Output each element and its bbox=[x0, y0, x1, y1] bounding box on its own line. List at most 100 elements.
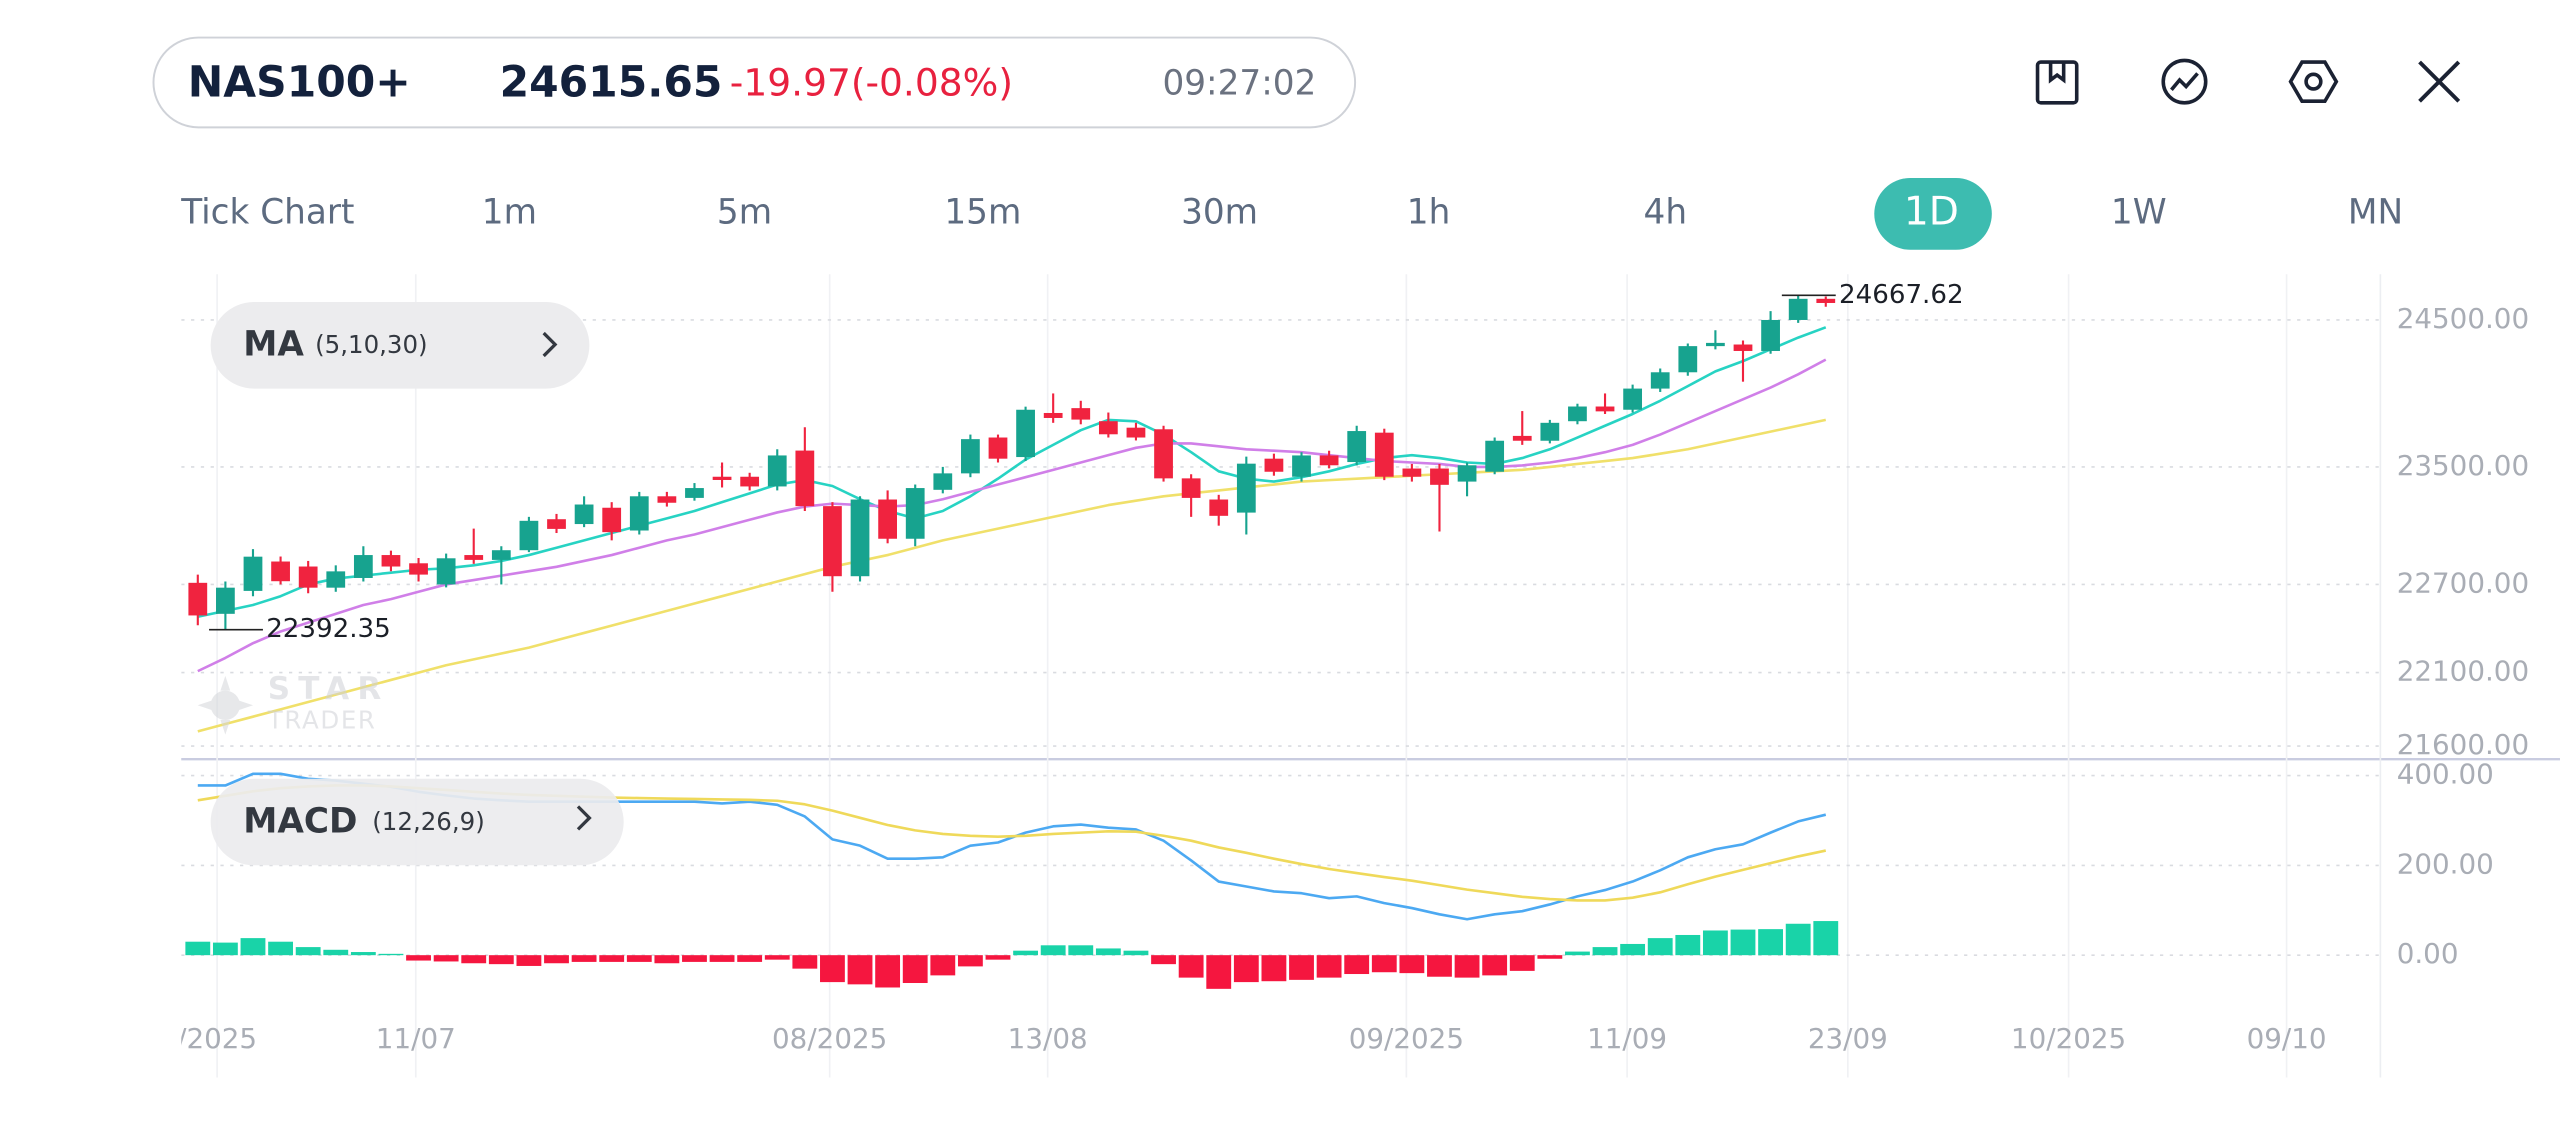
timeframe-label[interactable]: 1W bbox=[2111, 192, 2167, 232]
ma-indicator[interactable]: MA (5,10,30) bbox=[210, 302, 590, 389]
histogram-bar bbox=[544, 955, 569, 964]
candle-body bbox=[1347, 431, 1367, 463]
candle-body bbox=[850, 499, 870, 577]
timeframe-active-pill[interactable] bbox=[1874, 177, 1992, 250]
histogram-bar bbox=[1537, 955, 1563, 959]
indicator-pill[interactable] bbox=[210, 302, 590, 389]
candle-body bbox=[1236, 463, 1256, 513]
price-plot: 24500.00 23500.00 22700.00 22100.00 21600.00… bbox=[181, 280, 2529, 759]
histogram-bar bbox=[1427, 955, 1452, 977]
histogram-bar bbox=[516, 955, 542, 966]
candle-body bbox=[1043, 412, 1063, 418]
macd-indicator[interactable]: MACD (12,26,9) bbox=[210, 778, 624, 866]
histogram-bar bbox=[654, 955, 680, 964]
x-tick-label: 09/10 bbox=[2247, 1022, 2327, 1055]
candle-body bbox=[961, 439, 980, 474]
histogram-bar bbox=[433, 955, 459, 962]
candle-body bbox=[1623, 388, 1643, 410]
histogram-bar bbox=[1206, 955, 1232, 989]
histogram-bar bbox=[930, 955, 956, 976]
timeframe-button[interactable]: 1h bbox=[1407, 192, 1451, 232]
price-change: -19.97(-0.08%) bbox=[730, 60, 1013, 104]
x-tick-label: /2025 bbox=[177, 1022, 257, 1055]
close-icon[interactable] bbox=[2418, 60, 2461, 103]
timeframe-label[interactable]: 30m bbox=[1181, 192, 1258, 232]
histogram-bar bbox=[1813, 921, 1839, 956]
timeframe-label[interactable]: 5m bbox=[717, 192, 772, 232]
price: 24615.65 bbox=[500, 58, 723, 107]
histogram-bar bbox=[1344, 955, 1370, 975]
x-tick-label: 13/08 bbox=[1008, 1022, 1088, 1055]
candle-body bbox=[1457, 465, 1477, 482]
candle-body bbox=[1678, 346, 1698, 373]
candle-body bbox=[326, 571, 346, 588]
timeframe-button[interactable]: 1m bbox=[482, 192, 537, 232]
x-tick-label: 23/09 bbox=[1808, 1022, 1888, 1055]
timeframe-button[interactable]: Tick Chart bbox=[180, 192, 354, 232]
timeframe-button[interactable]: 15m bbox=[944, 192, 1021, 232]
timeframe-label[interactable]: 1h bbox=[1407, 192, 1451, 232]
bookmark-icon[interactable] bbox=[2035, 60, 2079, 105]
y-tick-label: 0.00 bbox=[2397, 937, 2459, 970]
histogram-bar bbox=[875, 955, 901, 988]
indicator-name: MACD bbox=[243, 801, 357, 841]
timeframe-label[interactable]: 4h bbox=[1644, 192, 1688, 232]
candle-body bbox=[712, 476, 732, 480]
timeframe-label[interactable]: 15m bbox=[944, 192, 1021, 232]
timeframe-button[interactable]: 4h bbox=[1644, 192, 1688, 232]
indicator-pill[interactable] bbox=[210, 778, 624, 866]
candle-body bbox=[1126, 427, 1146, 438]
timeframe-button[interactable]: MN bbox=[2348, 192, 2403, 232]
indicator-name: MA bbox=[243, 325, 304, 365]
candle-body bbox=[1788, 298, 1808, 320]
candle-body bbox=[823, 506, 842, 577]
histogram-bar bbox=[1068, 945, 1094, 956]
candle-body bbox=[1733, 344, 1753, 351]
candle-body bbox=[436, 558, 456, 585]
histogram-bar bbox=[1647, 938, 1673, 956]
x-tick-label: 08/2025 bbox=[772, 1022, 887, 1055]
timeframe-button[interactable]: 1D bbox=[1874, 177, 1992, 250]
histogram-bar bbox=[571, 955, 597, 962]
timeframe-label[interactable]: MN bbox=[2348, 192, 2403, 232]
histogram-bar bbox=[1620, 943, 1646, 956]
chevron bbox=[576, 805, 592, 831]
timeframe-label[interactable]: Tick Chart bbox=[180, 192, 354, 232]
candle-body bbox=[1568, 406, 1587, 422]
candle-body bbox=[1430, 468, 1449, 485]
timeframe-label[interactable]: 1m bbox=[482, 192, 537, 232]
candle-body bbox=[271, 561, 290, 582]
candle-body bbox=[767, 455, 787, 487]
histogram-bar bbox=[1013, 950, 1038, 956]
histogram-bar bbox=[1758, 929, 1784, 956]
clock: 09:27:02 bbox=[1162, 63, 1316, 103]
histogram-bar bbox=[1509, 955, 1535, 971]
candle-body bbox=[1209, 499, 1229, 516]
price-panel: 24500.00 23500.00 22700.00 22100.00 21600.00… bbox=[181, 280, 2529, 759]
candle-body bbox=[988, 437, 1008, 459]
ma-line bbox=[197, 358, 1827, 673]
ma-line bbox=[197, 418, 1827, 733]
candle-body bbox=[1512, 435, 1532, 441]
histogram-bar bbox=[1178, 955, 1204, 978]
timeframe-label[interactable]: 1D bbox=[1904, 189, 1959, 234]
x-tick-label: 10/2025 bbox=[2011, 1022, 2126, 1055]
timeframe-button[interactable]: 5m bbox=[717, 192, 772, 232]
histogram-bar bbox=[461, 955, 487, 964]
candle-body bbox=[1292, 455, 1311, 477]
timeframe-button[interactable]: 30m bbox=[1181, 192, 1258, 232]
histogram-bar bbox=[350, 952, 376, 956]
y-tick-label: 200.00 bbox=[2397, 847, 2494, 880]
candle-body bbox=[1016, 409, 1035, 458]
symbol-bar[interactable] bbox=[152, 36, 1357, 129]
timeframe-button[interactable]: 1W bbox=[2111, 192, 2167, 232]
indicator-icon[interactable] bbox=[2161, 58, 2208, 105]
candle-body bbox=[740, 476, 760, 487]
x-tick-label: 11/09 bbox=[1587, 1022, 1667, 1055]
candle-body bbox=[188, 582, 208, 616]
settings-icon[interactable] bbox=[2288, 60, 2339, 104]
histogram-bar bbox=[1565, 951, 1590, 956]
histogram-bar bbox=[737, 955, 763, 962]
histogram-bar bbox=[1371, 955, 1397, 973]
